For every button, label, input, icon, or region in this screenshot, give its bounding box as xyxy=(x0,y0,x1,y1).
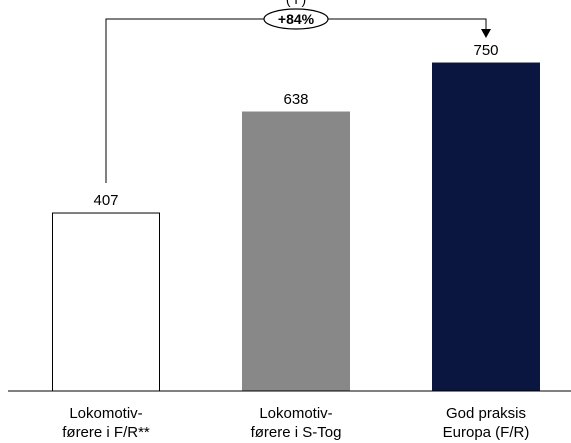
bar-2 xyxy=(242,111,350,392)
value-labels: 407 638 750 xyxy=(93,42,498,209)
growth-badge-label: +84% xyxy=(278,11,315,27)
bar-1 xyxy=(52,212,160,392)
value-label-2: 638 xyxy=(283,91,308,108)
bars-layer xyxy=(52,62,540,392)
category-label-3-line-1: God praksis xyxy=(446,405,526,422)
growth-badge xyxy=(263,8,329,30)
bar-3 xyxy=(432,62,540,392)
category-label-3-line-2: Europa (F/R) xyxy=(443,424,530,441)
category-label-2-line-1: Lokomotiv- xyxy=(259,405,332,422)
value-label-3: 750 xyxy=(473,42,498,59)
category-label-1-line-1: Lokomotiv- xyxy=(69,405,142,422)
category-label-2-line-2: førere i S-Tog xyxy=(251,424,342,441)
cut-off-subtitle: ( l ) xyxy=(286,0,306,7)
arrow-down-icon xyxy=(481,29,491,38)
category-labels: Lokomotiv-førere i F/R** Lokomotiv-førere… xyxy=(62,405,529,441)
value-label-1: 407 xyxy=(93,192,118,209)
growth-annotation: +84% ( l ) xyxy=(105,0,491,184)
category-label-1-line-2: førere i F/R** xyxy=(62,424,150,441)
